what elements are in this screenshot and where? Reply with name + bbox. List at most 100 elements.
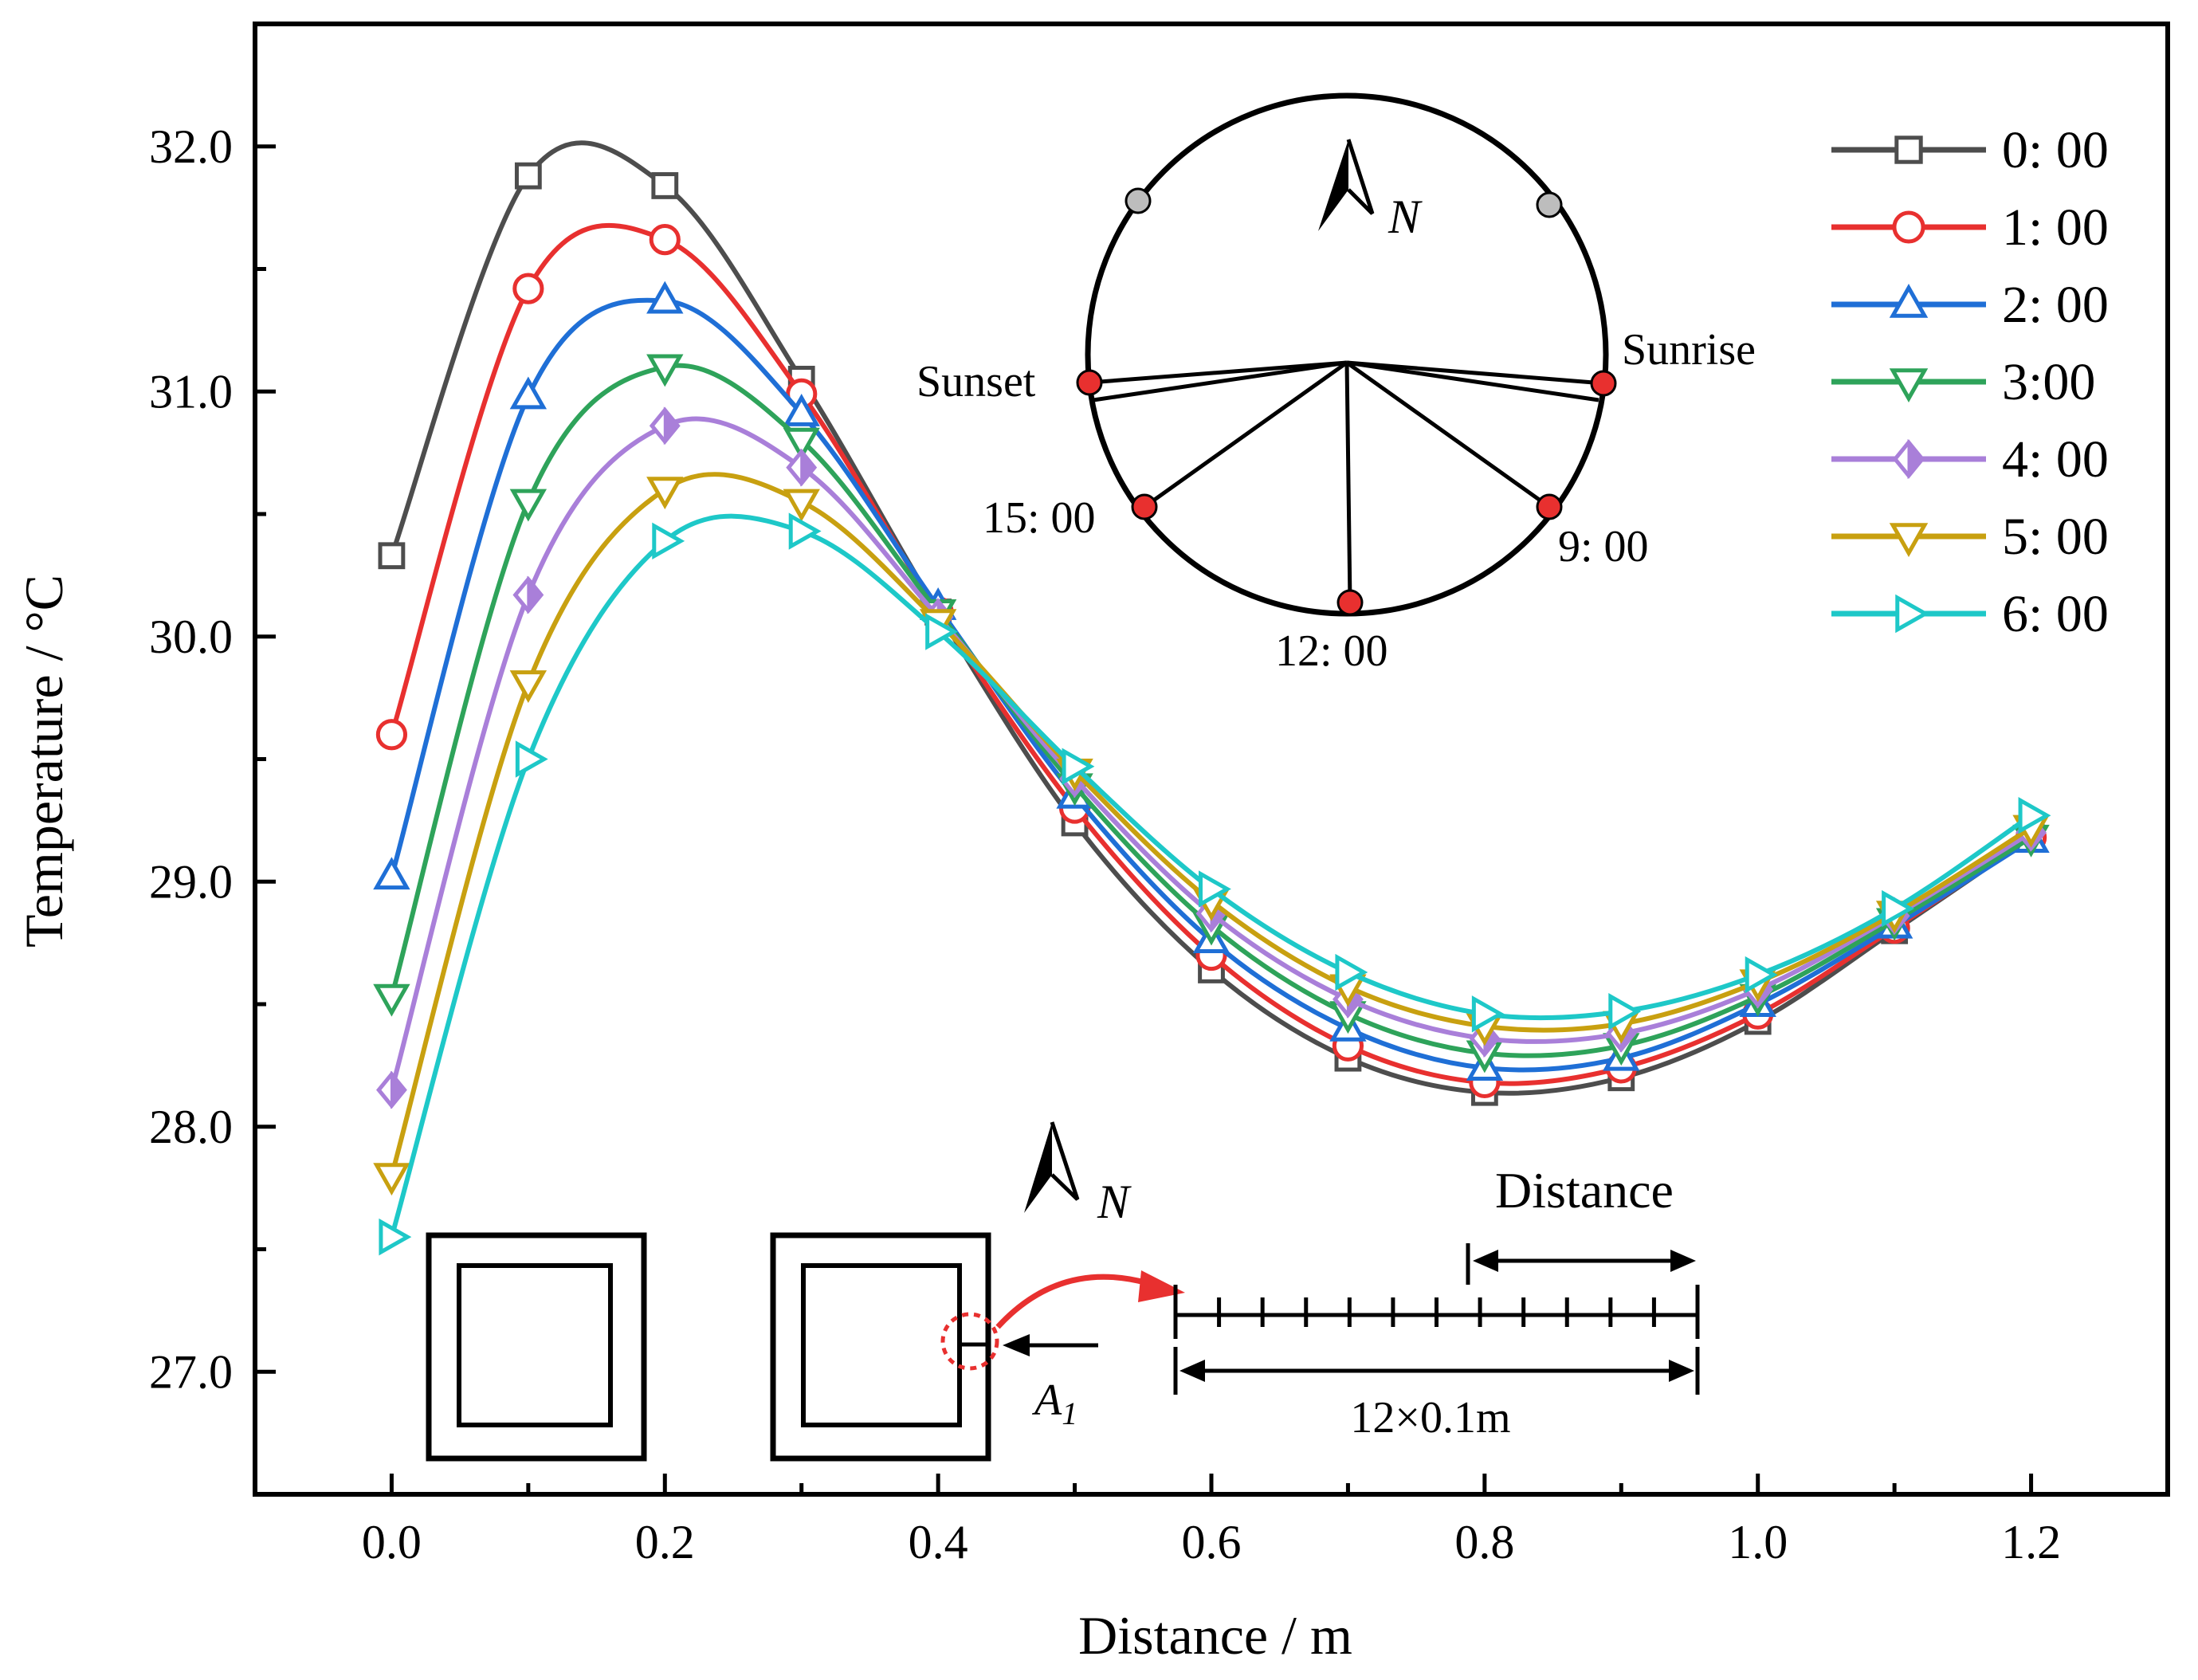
- x-tick-label: 0.0: [362, 1516, 422, 1568]
- data-point: [646, 477, 684, 510]
- legend-item: 4: 00: [1831, 430, 2109, 489]
- data-point: [1335, 953, 1368, 991]
- y-tick-label: 32.0: [149, 120, 233, 173]
- legend-label: 0: 00: [2002, 121, 2109, 179]
- gray-point-right: [1536, 191, 1563, 218]
- data-point: [652, 522, 685, 560]
- compass-rays: [1089, 360, 1604, 603]
- data-point: [1894, 135, 1923, 164]
- ray-sunset-2: [1093, 360, 1348, 402]
- data-point: [1882, 889, 1915, 928]
- label-15: 15: 00: [983, 493, 1096, 543]
- series-6-00: [379, 512, 2051, 1256]
- data-point: [788, 512, 822, 550]
- data-point: [1062, 748, 1095, 785]
- data-point: [514, 162, 542, 190]
- data-point: [379, 1218, 412, 1256]
- point-sunset: [1076, 369, 1103, 396]
- legend-item: 0: 00: [1831, 121, 2109, 179]
- series-line: [389, 363, 2033, 1058]
- red-curve-arrow: [995, 1274, 1148, 1329]
- span-arrow-left-head: [1179, 1360, 1205, 1382]
- ray-sunrise-2: [1346, 360, 1599, 402]
- data-point: [2018, 797, 2051, 834]
- series-line: [389, 513, 2033, 1238]
- legend-item: 5: 00: [1831, 508, 2109, 566]
- legend-label: 4: 00: [2002, 430, 2109, 489]
- x-tick-label: 0.2: [635, 1516, 695, 1568]
- data-point: [373, 1163, 410, 1196]
- data-point: [1889, 368, 1929, 402]
- diamond-fill: [663, 406, 680, 446]
- y-tick-label: 31.0: [149, 365, 233, 418]
- series-layer: [373, 140, 2051, 1256]
- legend-item: 1: 00: [1831, 198, 2109, 257]
- a1-label-main: A: [1031, 1376, 1062, 1425]
- north-label-bottom: N: [1097, 1176, 1132, 1228]
- data-point: [512, 273, 544, 304]
- north-arrow-bottom: N: [1024, 1121, 1132, 1228]
- data-point: [646, 354, 684, 387]
- x-axis-label: Distance / m: [1078, 1605, 1352, 1666]
- legend-label: 6: 00: [2002, 585, 2109, 643]
- legend: 0: 00 1: 00 2: 00 3:00 4: 00 5: 00 6: 00: [1831, 121, 2109, 643]
- data-point: [1895, 594, 1929, 634]
- x-tick-label: 0.8: [1454, 1516, 1514, 1568]
- north-arrow-icon: [1318, 139, 1348, 231]
- series-line: [389, 223, 2033, 1086]
- y-tick-label: 30.0: [149, 610, 233, 663]
- diamond-fill: [390, 1070, 406, 1109]
- point-9: [1536, 493, 1563, 520]
- point-sunrise: [1590, 370, 1617, 397]
- data-point: [375, 1070, 407, 1109]
- y-axis-label: Temperature / °C: [14, 575, 74, 948]
- a1-pointer-head: [1003, 1334, 1030, 1356]
- ray-12: [1344, 362, 1352, 603]
- data-point: [378, 542, 406, 570]
- series-line: [389, 297, 2033, 1073]
- data-point: [1889, 523, 1929, 557]
- distance-arrow-left-head: [1473, 1250, 1498, 1272]
- series-line: [389, 416, 2033, 1091]
- north-label-top: N: [1387, 190, 1423, 243]
- series-line: [389, 472, 2033, 1177]
- legend-label: 3:00: [2002, 353, 2095, 411]
- legend-label: 5: 00: [2002, 508, 2109, 566]
- data-point: [651, 172, 679, 199]
- data-point: [925, 613, 959, 650]
- data-point: [783, 394, 820, 426]
- room-outer-left: [426, 1232, 647, 1462]
- room-outer-right: [770, 1232, 991, 1462]
- north-arrow-outline: [1050, 1121, 1080, 1201]
- compass-points: [1076, 187, 1617, 616]
- data-point: [509, 670, 548, 704]
- data-point: [509, 376, 548, 410]
- data-point: [786, 448, 818, 487]
- x-tick-label: 0.4: [909, 1516, 968, 1568]
- data-point: [373, 857, 410, 890]
- y-tick-label: 28.0: [149, 1101, 233, 1153]
- point-12: [1336, 589, 1364, 616]
- legend-item: 6: 00: [1831, 585, 2109, 643]
- ray-9: [1345, 360, 1551, 509]
- data-point: [1745, 956, 1778, 994]
- ray-15: [1143, 360, 1348, 509]
- label-sunrise: Sunrise: [1622, 325, 1756, 375]
- data-point: [512, 575, 544, 614]
- red-curve-arrowhead: [1138, 1270, 1185, 1302]
- label-9: 9: 00: [1558, 522, 1649, 571]
- room-inner-left: [457, 1263, 613, 1427]
- distance-label: Distance: [1495, 1162, 1674, 1219]
- compass-inset: N Sunset Sunrise 15: 00 9: 00 12: 00: [916, 92, 1756, 676]
- data-point: [649, 224, 681, 256]
- x-tick-label: 1.2: [2001, 1516, 2061, 1568]
- ray-sunset: [1089, 360, 1348, 385]
- distance-arrow-right-head: [1670, 1250, 1696, 1272]
- data-point: [1608, 993, 1642, 1030]
- point-15: [1131, 493, 1158, 520]
- x-tick-label: 0.6: [1182, 1516, 1242, 1568]
- data-point: [783, 489, 820, 522]
- data-point: [649, 406, 681, 446]
- data-point: [1892, 438, 1925, 480]
